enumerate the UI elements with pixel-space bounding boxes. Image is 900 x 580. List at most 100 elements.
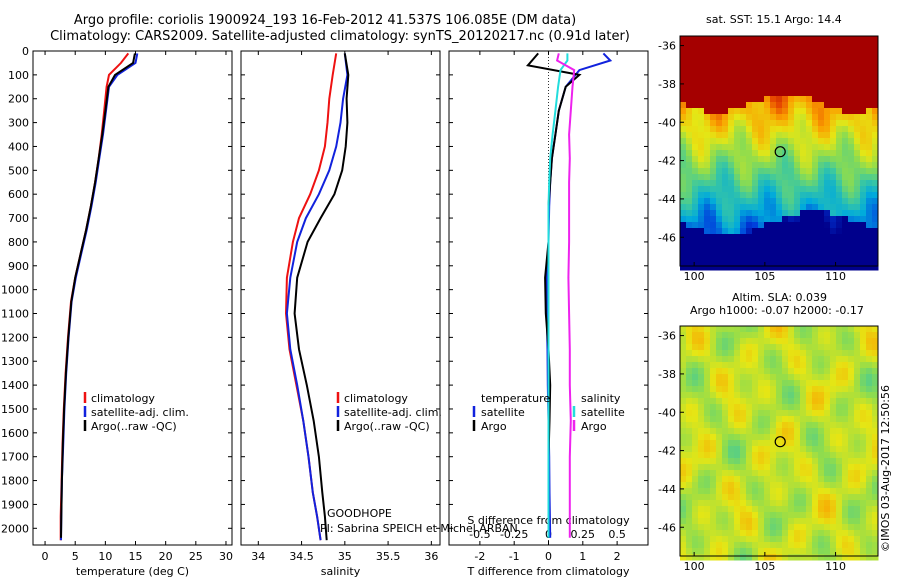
map-cell	[848, 338, 855, 345]
map-cell	[800, 114, 807, 121]
map-cell	[710, 488, 717, 495]
map-cell	[836, 518, 843, 525]
map-cell	[854, 326, 861, 333]
map-cell	[818, 258, 825, 265]
map-cell	[740, 524, 747, 531]
map-cell	[764, 470, 771, 477]
x-tick-label-salinity: 34	[251, 550, 265, 563]
map-cell	[818, 386, 825, 393]
map-cell	[740, 90, 747, 97]
map-cell	[848, 138, 855, 145]
map-cell	[872, 222, 879, 229]
map-cell	[680, 84, 687, 91]
map-cell	[692, 42, 699, 49]
map-cell	[848, 252, 855, 259]
map-cell	[806, 246, 813, 253]
map-cell	[746, 458, 753, 465]
map-cell	[692, 54, 699, 61]
map-cell	[710, 210, 717, 217]
map-cell	[872, 428, 879, 435]
map-cell	[698, 374, 705, 381]
map-cell	[860, 398, 867, 405]
map-cell	[692, 416, 699, 423]
map-cell	[746, 108, 753, 115]
map-cell	[842, 398, 849, 405]
map-cell	[734, 210, 741, 217]
map-cell	[752, 204, 759, 211]
map-cell	[806, 66, 813, 73]
map-cell	[818, 446, 825, 453]
map-cell	[740, 78, 747, 85]
map-cell	[698, 132, 705, 139]
map-cell	[728, 404, 735, 411]
map-cell	[848, 222, 855, 229]
map-cell	[800, 398, 807, 405]
map-cell	[872, 102, 879, 109]
map-cell	[740, 518, 747, 525]
map-cell	[680, 458, 687, 465]
map-cell	[806, 554, 813, 561]
map-cell	[770, 222, 777, 229]
map-cell	[782, 500, 789, 507]
map-cell	[740, 258, 747, 265]
map-cell	[800, 102, 807, 109]
map-cell	[872, 138, 879, 145]
map-cell	[806, 204, 813, 211]
map-cell	[824, 476, 831, 483]
map-cell	[848, 530, 855, 537]
map-cell	[800, 186, 807, 193]
map-cell	[788, 362, 795, 369]
map-cell	[824, 410, 831, 417]
map-cell	[794, 344, 801, 351]
map-cell	[830, 398, 837, 405]
map-cell	[800, 228, 807, 235]
map-cell	[728, 506, 735, 513]
map-cell	[842, 156, 849, 163]
map-cell	[698, 362, 705, 369]
map-cell	[752, 338, 759, 345]
map-cell	[854, 530, 861, 537]
map-cell	[860, 380, 867, 387]
map-cell	[812, 246, 819, 253]
map-cell	[698, 228, 705, 235]
map-cell	[776, 84, 783, 91]
map-cell	[704, 222, 711, 229]
map-cell	[710, 216, 717, 223]
map-cell	[800, 264, 807, 271]
map-cell	[728, 264, 735, 271]
map-cell	[830, 506, 837, 513]
map-cell	[698, 216, 705, 223]
map-cell	[734, 264, 741, 271]
map-cell	[794, 120, 801, 127]
map-cell	[848, 404, 855, 411]
map-cell	[842, 422, 849, 429]
map-cell	[842, 102, 849, 109]
map-cell	[800, 132, 807, 139]
map-cell	[788, 536, 795, 543]
map-cell	[692, 350, 699, 357]
map-cell	[764, 96, 771, 103]
map-cell	[830, 350, 837, 357]
map-cell	[812, 344, 819, 351]
map-cell	[788, 240, 795, 247]
map-cell	[752, 144, 759, 151]
map-cell	[818, 102, 825, 109]
map-cell	[854, 506, 861, 513]
map-cell	[860, 198, 867, 205]
map-cell	[830, 186, 837, 193]
map-cell	[854, 150, 861, 157]
map-cell	[788, 338, 795, 345]
map-cell	[692, 150, 699, 157]
map-cell	[872, 90, 879, 97]
map-cell	[818, 344, 825, 351]
map-cell	[812, 240, 819, 247]
map-cell	[752, 512, 759, 519]
map-cell	[722, 458, 729, 465]
map-cell	[872, 186, 879, 193]
map-cell	[824, 464, 831, 471]
map-cell	[746, 464, 753, 471]
map-cell	[710, 344, 717, 351]
map-cell	[848, 392, 855, 399]
map-cell	[728, 114, 735, 121]
map-cell	[842, 380, 849, 387]
